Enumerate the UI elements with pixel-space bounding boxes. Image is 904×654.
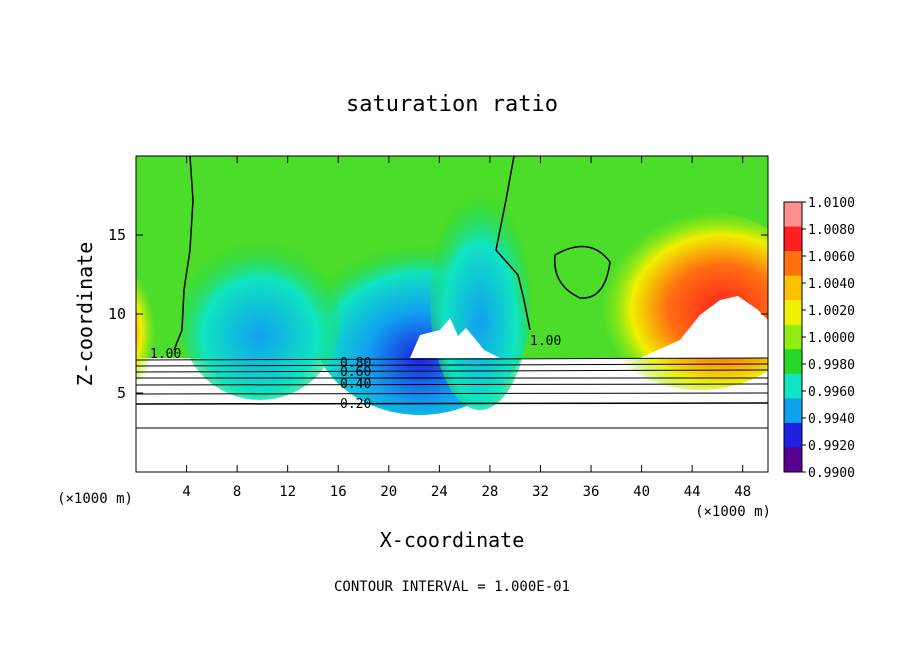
colorbar-swatch bbox=[784, 300, 802, 326]
x-axis-unit: (×1000 m) bbox=[695, 504, 771, 520]
x-tick-label: 4 bbox=[182, 484, 190, 500]
x-tick-label: 20 bbox=[380, 484, 397, 500]
plot-area bbox=[136, 156, 768, 472]
colorbar-label: 1.0020 bbox=[808, 304, 855, 319]
ground-contour-0.40 bbox=[136, 383, 768, 386]
x-tick-label: 32 bbox=[532, 484, 549, 500]
colorbar-swatch bbox=[784, 398, 802, 424]
colorbar-labels: 1.0100 1.0080 1.0060 1.0040 1.0020 1.0000 0.99… bbox=[802, 196, 855, 481]
ground-contours bbox=[136, 357, 768, 429]
colorbar-swatch bbox=[784, 447, 802, 473]
colorbar-label: 1.0000 bbox=[808, 331, 855, 346]
colorbar bbox=[783, 201, 803, 473]
x-tick-label: 12 bbox=[279, 484, 296, 500]
z-axis-unit: (×1000 m) bbox=[57, 491, 133, 507]
contour-interval-note: CONTOUR INTERVAL = 1.000E-01 bbox=[334, 579, 570, 595]
terrain-blank-right bbox=[640, 296, 768, 358]
x-tick-label: 48 bbox=[734, 484, 751, 500]
chart-title: saturation ratio bbox=[346, 92, 558, 117]
moist-core-left bbox=[136, 260, 180, 380]
x-axis-label: X-coordinate bbox=[380, 528, 525, 552]
moist-core-right bbox=[590, 210, 768, 390]
x-tick-label: 40 bbox=[633, 484, 650, 500]
colorbar-label: 0.9920 bbox=[808, 439, 855, 454]
colorbar-label: 1.0100 bbox=[808, 196, 855, 211]
x-tick-label: 24 bbox=[431, 484, 448, 500]
contour-label-right: 1.00 bbox=[530, 334, 561, 349]
colorbar-swatch bbox=[784, 373, 802, 399]
colorbar-label: 0.9960 bbox=[808, 385, 855, 400]
x-tick-label: 8 bbox=[233, 484, 241, 500]
colorbar-label: 0.9980 bbox=[808, 358, 855, 373]
contour-1.00-loop bbox=[553, 245, 611, 299]
dry-region-right bbox=[430, 190, 530, 410]
x-tick-label: 36 bbox=[583, 484, 600, 500]
colorbar-swatch bbox=[784, 226, 802, 252]
y-tick-label: 5 bbox=[117, 384, 126, 402]
contour-label-ground-0.80: 0.80 bbox=[340, 356, 371, 371]
colorbar-label: 0.9900 bbox=[808, 466, 855, 481]
contour-label-ground-0.60: 0.60 bbox=[340, 365, 371, 380]
colorbar-label: 0.9940 bbox=[808, 412, 855, 427]
y-axis-label: Z-coordinate bbox=[73, 242, 97, 387]
colorbar-swatch bbox=[784, 202, 802, 228]
y-tick-label: 15 bbox=[108, 226, 126, 244]
ground-contour-0.20 bbox=[136, 402, 768, 405]
colorbar-label: 1.0040 bbox=[808, 277, 855, 292]
ground-contour-0.80 bbox=[136, 357, 768, 361]
ground-contour-0.60 bbox=[136, 369, 768, 373]
contour-label-ground-0.20: 0.20 bbox=[340, 397, 371, 412]
contour-label-left: 1.00 bbox=[150, 347, 181, 362]
contour-1.00-left bbox=[173, 156, 194, 351]
y-axis-ticks: 5 10 15 bbox=[108, 226, 768, 402]
saturation-contours bbox=[173, 156, 611, 351]
y-tick-label: 10 bbox=[108, 305, 126, 323]
ground-contour-0.30 bbox=[136, 392, 768, 395]
x-tick-label: 28 bbox=[481, 484, 498, 500]
dry-region-left bbox=[180, 240, 340, 400]
ground-contour-0.70 bbox=[136, 363, 768, 367]
colorbar-swatch bbox=[784, 349, 802, 375]
colorbar-swatch bbox=[784, 251, 802, 277]
colorbar-swatch bbox=[784, 422, 802, 448]
x-axis-ticks: 4 8 12 16 20 24 28 32 36 40 44 48 bbox=[182, 156, 751, 500]
contour-labels: 1.00 1.00 0.80 0.60 0.40 0.20 bbox=[150, 334, 561, 412]
contour-1.00-right bbox=[495, 156, 531, 331]
x-tick-label: 16 bbox=[330, 484, 347, 500]
x-tick-label: 44 bbox=[684, 484, 701, 500]
colorbar-label: 1.0080 bbox=[808, 223, 855, 238]
terrain-blank-center bbox=[410, 318, 500, 358]
colorbar-swatch bbox=[784, 275, 802, 301]
contour-label-ground-0.40: 0.40 bbox=[340, 377, 371, 392]
colorbar-label: 1.0060 bbox=[808, 250, 855, 265]
colorbar-swatch bbox=[784, 324, 802, 350]
